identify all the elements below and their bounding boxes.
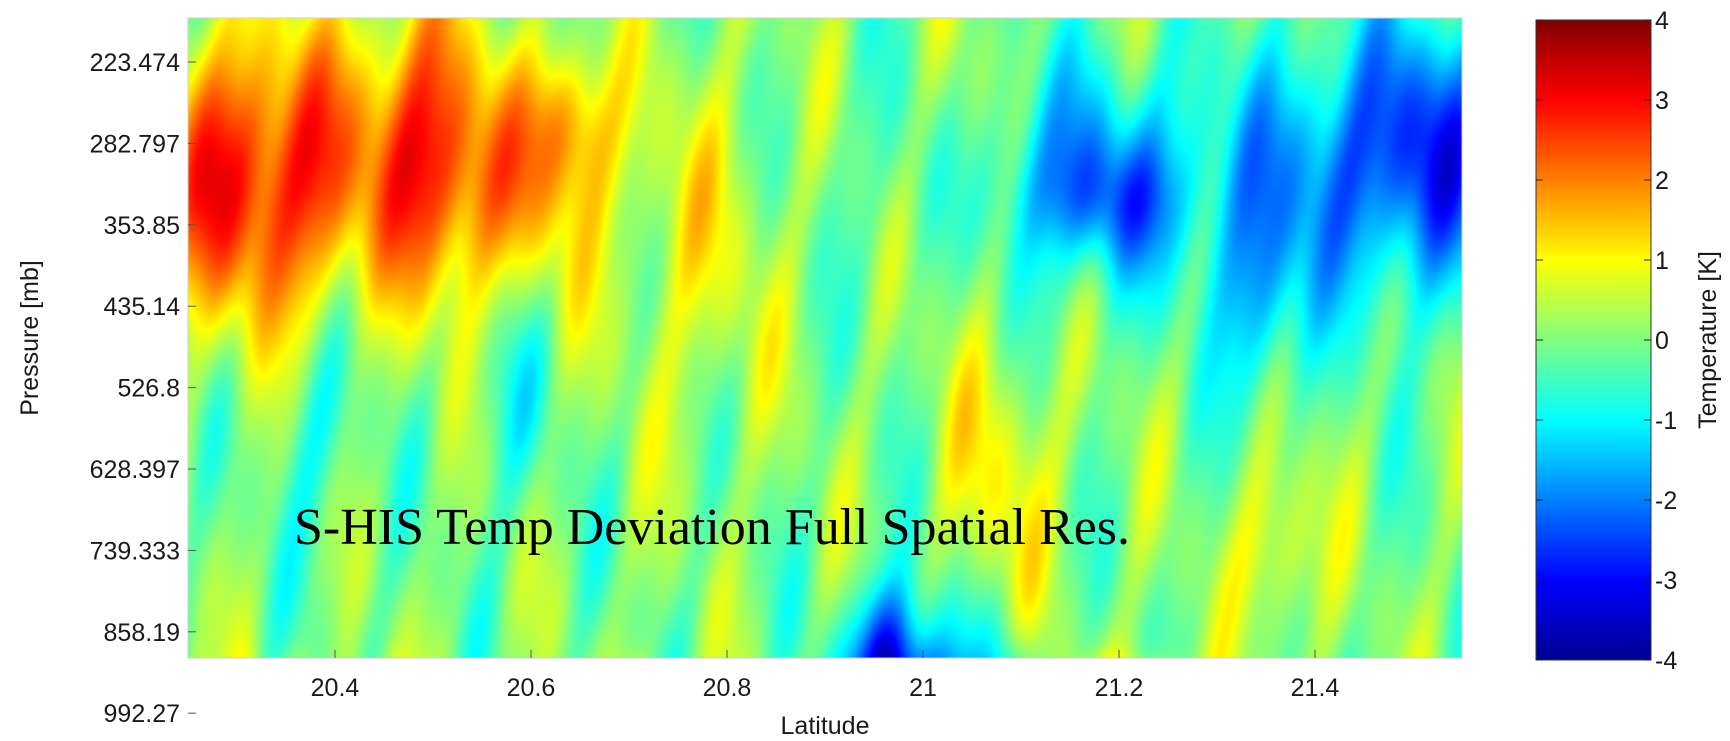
y-tick-label: 858.19 — [104, 619, 180, 647]
plot-area — [187, 17, 1463, 659]
colorbar-tick-label: -1 — [1655, 407, 1677, 435]
colorbar-tick-label: 1 — [1655, 247, 1669, 275]
colorbar-ticks: 4 3 2 1 0 -1 -2 -3 -4 — [1536, 7, 1677, 675]
y-tick-label: 282.797 — [90, 130, 180, 158]
y-tick-label: 526.8 — [117, 375, 180, 403]
colorbar-tick-label: 3 — [1655, 87, 1669, 115]
x-tick-label: 21.2 — [1095, 674, 1144, 702]
x-axis-ticks: 20.4 20.6 20.8 21 21.2 21.4 — [311, 650, 1340, 702]
colorbar-label: Temperature [K] — [1694, 251, 1722, 429]
colorbar-tick-label: 2 — [1655, 167, 1669, 195]
colorbar-tick-label: 0 — [1655, 327, 1669, 355]
x-tick-label: 20.8 — [703, 674, 752, 702]
y-tick-label: 435.14 — [104, 293, 181, 321]
x-tick-label: 20.4 — [311, 674, 360, 702]
y-tick-label: 353.85 — [104, 212, 180, 240]
y-tick-label: 992.27 — [104, 700, 180, 728]
y-axis-ticks: 223.474 282.797 353.85 435.14 526.8 628.397 73… — [90, 49, 196, 728]
colorbar-tick-label: -4 — [1655, 647, 1677, 675]
colorbar-tick-label: -3 — [1655, 567, 1677, 595]
x-tick-label: 21.4 — [1291, 674, 1340, 702]
chart-annotation: S-HIS Temp Deviation Full Spatial Res. — [294, 499, 1130, 556]
y-axis-label: Pressure [mb] — [16, 260, 44, 416]
y-tick-label: 223.474 — [90, 49, 180, 77]
x-tick-label: 21 — [909, 674, 937, 702]
colorbar: 4 3 2 1 0 -1 -2 -3 -4 Temperature [K] — [1535, 7, 1722, 675]
y-tick-label: 739.333 — [90, 537, 180, 565]
x-tick-label: 20.6 — [507, 674, 556, 702]
heatmap-field — [188, 18, 1462, 658]
colorbar-gradient — [1535, 19, 1652, 661]
colorbar-tick-label: 4 — [1655, 7, 1669, 35]
x-axis-label: Latitude — [781, 712, 870, 740]
colorbar-tick-label: -2 — [1655, 487, 1677, 515]
y-tick-label: 628.397 — [90, 456, 180, 484]
plot-frame — [187, 17, 1463, 659]
